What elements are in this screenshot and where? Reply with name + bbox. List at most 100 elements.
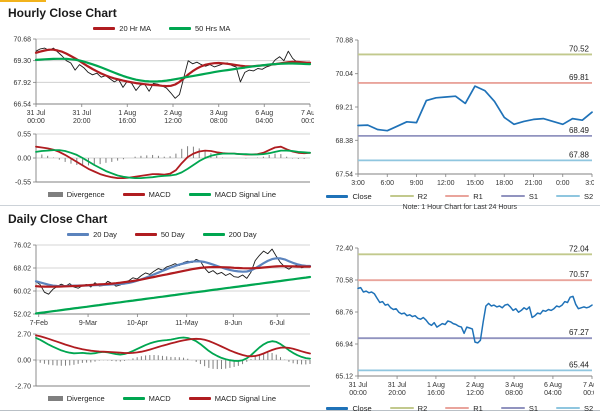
legend-item-20day: 20 Day xyxy=(67,230,117,239)
svg-text:3 Aug: 3 Aug xyxy=(210,110,228,117)
legend-label-20day: 20 Day xyxy=(93,229,117,239)
svg-text:31 Jul: 31 Jul xyxy=(387,382,406,389)
svg-text:70.04: 70.04 xyxy=(335,71,353,78)
r1-line-swatch-weekly xyxy=(445,407,470,409)
legend-item-macd-signal: MACD Signal Line xyxy=(188,189,276,199)
svg-text:7 Aug: 7 Aug xyxy=(301,110,314,117)
weekly-pivot-chart-block: 72.40 70.58 68.76 66.94 65.12 72.04 70.57 67.27… xyxy=(326,228,600,413)
svg-text:11-May: 11-May xyxy=(175,320,198,327)
svg-text:67.54: 67.54 xyxy=(335,172,353,179)
daily-close-price-chart: 76.02 68.02 60.02 52.02 7-Feb 9-Mar 10-Apr 11-M… xyxy=(6,240,314,328)
svg-text:00:00: 00:00 xyxy=(349,390,367,397)
daily-section-title: Daily Close Chart xyxy=(8,212,108,226)
svg-text:68.38: 68.38 xyxy=(335,138,353,145)
legend-label-close: Close xyxy=(352,191,372,201)
svg-text:66.94: 66.94 xyxy=(335,342,353,349)
svg-text:0.55: 0.55 xyxy=(17,132,31,139)
legend-label-close-weekly: Close xyxy=(352,403,372,413)
hourly-pivot-note: Note: 1 Hour Chart for Last 24 Hours xyxy=(402,204,518,211)
macd-line-swatch-daily xyxy=(122,396,145,400)
svg-text:08:00: 08:00 xyxy=(505,390,523,397)
legend-label-r1-weekly: R1 xyxy=(473,403,483,413)
svg-text:68.49: 68.49 xyxy=(569,126,590,135)
svg-text:70.58: 70.58 xyxy=(335,278,353,285)
legend-item-close: Close xyxy=(326,191,372,201)
divergence-bar-swatch xyxy=(47,191,63,197)
svg-text:7-Feb: 7-Feb xyxy=(30,320,48,327)
legend-item-r2-weekly: R2 xyxy=(389,403,428,413)
svg-text:0.00: 0.00 xyxy=(17,358,31,365)
close-line-swatch-weekly xyxy=(326,406,349,410)
svg-text:67.88: 67.88 xyxy=(569,150,590,159)
legend-label-r2: R2 xyxy=(417,191,428,201)
weekly-pivot-legend: Close R2 R1 S1 xyxy=(326,402,594,413)
svg-text:6-Jul: 6-Jul xyxy=(270,320,286,327)
daily-macd-legend: Divergence MACD MACD Signal Line xyxy=(6,392,318,404)
svg-text:52.02: 52.02 xyxy=(13,312,31,319)
legend-label-s1-weekly: S1 xyxy=(528,403,539,413)
svg-text:6:00: 6:00 xyxy=(380,180,394,187)
svg-text:7 Aug: 7 Aug xyxy=(583,382,594,389)
svg-text:1 Aug: 1 Aug xyxy=(427,382,445,389)
legend-label-50hr-ma: 50 Hrs MA xyxy=(194,23,231,33)
legend-item-divergence-daily: Divergence xyxy=(47,393,105,403)
svg-text:69.30: 69.30 xyxy=(13,58,31,65)
svg-text:-0.55: -0.55 xyxy=(15,180,31,187)
hourly-ma-legend: 20 Hr MA 50 Hrs MA xyxy=(6,22,318,34)
top-accent-strip xyxy=(0,0,46,2)
legend-item-200day: 200 Day xyxy=(202,230,257,239)
macd-line-swatch xyxy=(122,192,145,196)
hourly-macd-legend: Divergence MACD MACD Signal Line xyxy=(6,188,318,200)
svg-text:3:00: 3:00 xyxy=(351,180,365,187)
svg-text:08:00: 08:00 xyxy=(210,118,228,125)
svg-text:0.00: 0.00 xyxy=(17,156,31,163)
s2-line-swatch xyxy=(556,195,581,197)
legend-label-divergence-daily: Divergence xyxy=(66,393,105,403)
legend-label-macd-signal: MACD Signal Line xyxy=(214,189,276,199)
50day-ma-line-swatch xyxy=(134,232,157,236)
svg-text:31 Jul: 31 Jul xyxy=(72,110,91,117)
20day-ma-line-swatch xyxy=(67,232,90,236)
svg-text:3:00: 3:00 xyxy=(585,180,594,187)
legend-item-50hr-ma: 50 Hrs MA xyxy=(168,23,231,33)
s1-line-swatch xyxy=(500,195,525,197)
legend-item-s2: S2 xyxy=(556,192,593,201)
hourly-section: Hourly Close Chart 20 Hr MA 50 Hrs MA 70… xyxy=(0,0,600,211)
svg-text:70.52: 70.52 xyxy=(569,44,590,53)
200day-ma-line-swatch xyxy=(202,232,225,236)
svg-text:65.44: 65.44 xyxy=(569,360,590,369)
daily-macd-chart: 2.70 0.00 -2.70 xyxy=(6,328,314,392)
svg-text:3 Aug: 3 Aug xyxy=(505,382,523,389)
legend-label-r2-weekly: R2 xyxy=(417,403,428,413)
svg-text:70.88: 70.88 xyxy=(335,38,353,45)
svg-text:04:00: 04:00 xyxy=(255,118,273,125)
daily-close-chart-block: 20 Day 50 Day 200 Day 76.02 68.02 60.02 52.… xyxy=(6,228,318,413)
legend-item-divergence: Divergence xyxy=(47,190,105,199)
svg-text:76.02: 76.02 xyxy=(13,243,31,250)
hourly-pivot-legend: Close R2 R1 S1 xyxy=(326,190,594,202)
legend-item-50day: 50 Day xyxy=(134,229,185,239)
svg-text:70.68: 70.68 xyxy=(13,37,31,44)
daily-ma-legend: 20 Day 50 Day 200 Day xyxy=(6,228,318,240)
svg-text:18:00: 18:00 xyxy=(495,180,513,187)
legend-label-macd-daily: MACD xyxy=(148,393,171,403)
macd-signal-line-swatch-daily xyxy=(188,396,211,400)
svg-text:0:00: 0:00 xyxy=(556,180,570,187)
legend-item-r1: R1 xyxy=(445,192,483,201)
s2-line-swatch-weekly xyxy=(556,407,581,409)
hourly-pivot-chart-block: 70.88 70.04 69.21 68.38 67.54 70.52 69.81 68.49… xyxy=(326,22,599,211)
legend-item-close-weekly: Close xyxy=(326,403,372,413)
svg-text:69.21: 69.21 xyxy=(335,105,353,112)
svg-text:12:00: 12:00 xyxy=(437,180,455,187)
svg-text:00:00: 00:00 xyxy=(583,390,594,397)
legend-item-s1-weekly: S1 xyxy=(500,403,539,413)
r2-line-swatch xyxy=(389,195,414,197)
legend-label-50day: 50 Day xyxy=(160,229,185,239)
hourly-close-price-chart: 70.68 69.30 67.92 66.54 31 Jul 00:00 31 Jul 20:… xyxy=(6,34,319,128)
50hr-ma-line-swatch xyxy=(168,26,191,30)
hourly-macd-chart: 0.55 0.00 -0.55 xyxy=(6,128,314,188)
svg-text:12:00: 12:00 xyxy=(164,118,182,125)
svg-text:-2.70: -2.70 xyxy=(15,384,31,391)
svg-text:68.76: 68.76 xyxy=(335,310,353,317)
